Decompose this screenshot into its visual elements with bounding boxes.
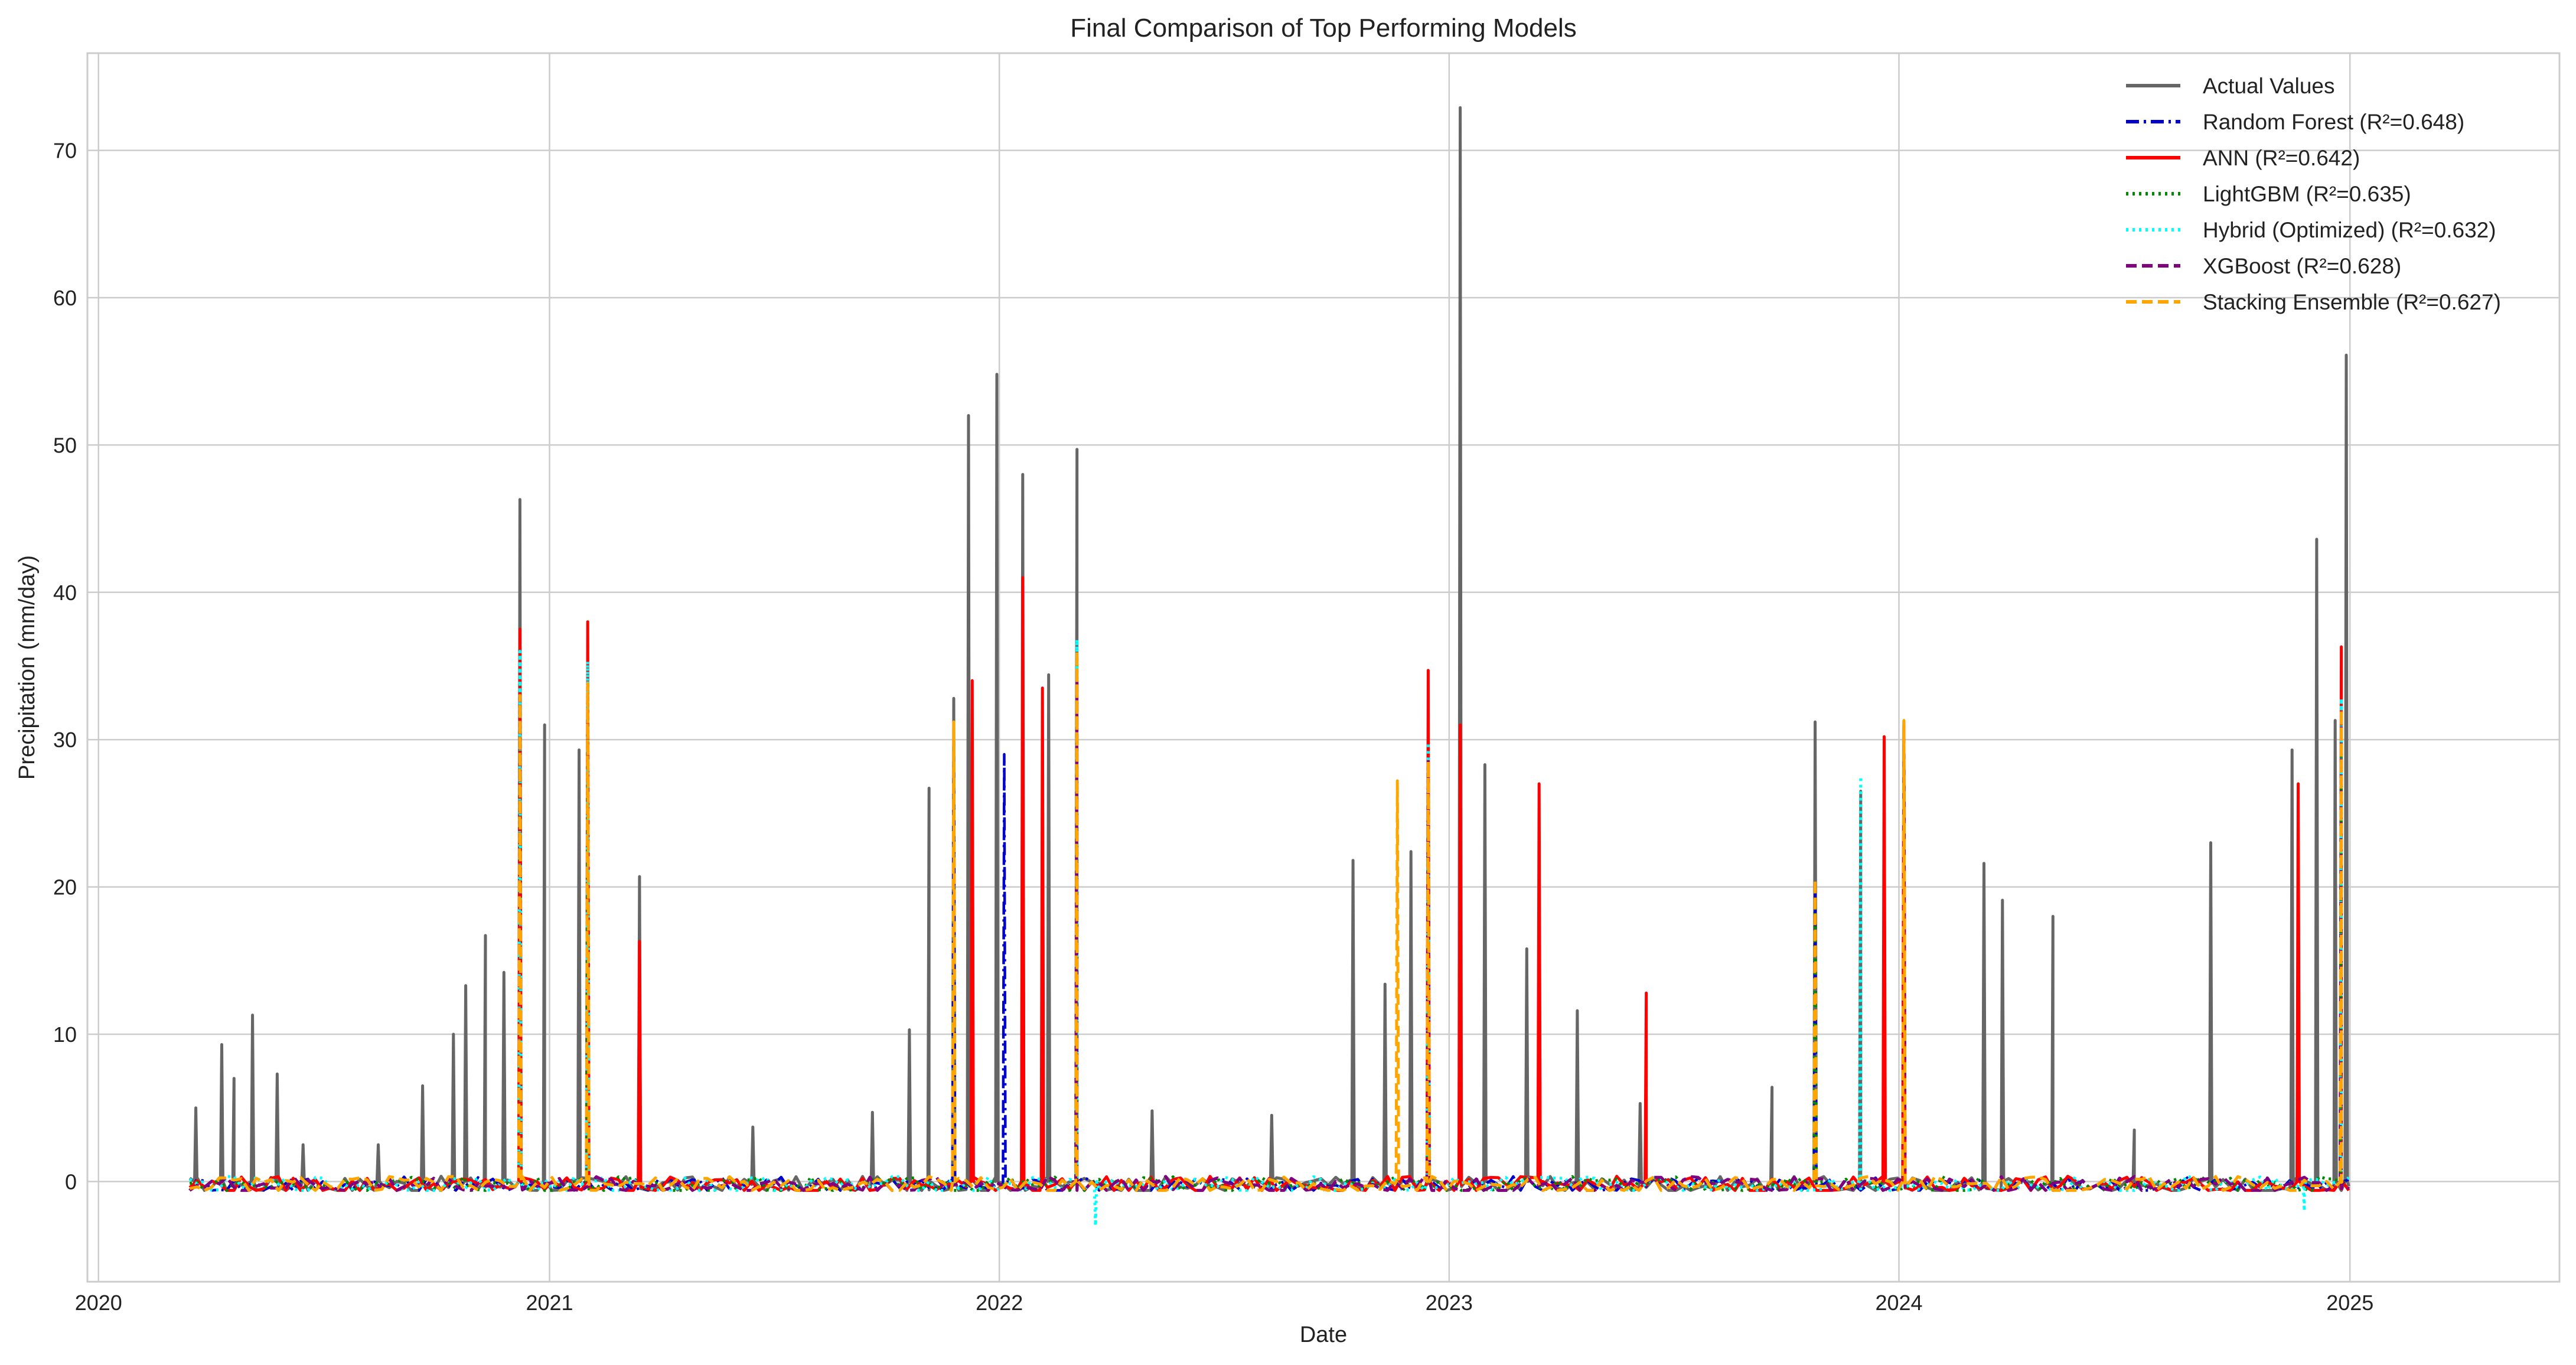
x-tick-label: 2024 (1875, 1291, 1922, 1315)
legend-label: Hybrid (Optimized) (R²=0.632) (2203, 218, 2496, 242)
legend-label: Actual Values (2203, 74, 2335, 98)
y-tick-label: 0 (65, 1169, 77, 1194)
grid (87, 53, 2559, 1282)
x-tick-label: 2023 (1426, 1291, 1473, 1315)
legend-label: ANN (R²=0.642) (2203, 146, 2360, 170)
x-tick-label: 2021 (526, 1291, 573, 1315)
y-axis-ticks: 0 10 20 30 40 50 60 70 (53, 139, 77, 1194)
legend-label: Stacking Ensemble (R²=0.627) (2203, 290, 2501, 314)
y-tick-label: 50 (53, 433, 77, 457)
series-line-3 (189, 657, 2350, 1192)
legend-label: LightGBM (R²=0.635) (2203, 182, 2411, 206)
x-tick-label: 2020 (75, 1291, 122, 1315)
series-layer (188, 106, 2350, 1227)
series-line-6 (189, 650, 2349, 1192)
y-tick-label: 20 (53, 875, 77, 900)
y-axis-title: Precipitation (mm/day) (15, 555, 40, 780)
x-axis-title: Date (1300, 1322, 1347, 1347)
y-tick-label: 70 (53, 139, 77, 163)
y-tick-label: 30 (53, 728, 77, 752)
y-tick-label: 40 (53, 581, 77, 605)
y-tick-label: 60 (53, 286, 77, 310)
x-tick-label: 2022 (976, 1291, 1023, 1315)
chart-title: Final Comparison of Top Performing Model… (1070, 14, 1577, 43)
y-tick-label: 10 (53, 1022, 77, 1047)
x-tick-label: 2025 (2326, 1291, 2373, 1315)
legend-label: XGBoost (R²=0.628) (2203, 254, 2401, 278)
x-axis-ticks: 2020 2021 2022 2023 2024 2025 (75, 1291, 2374, 1315)
legend: Actual Values Random Forest (R²=0.648) ANN… (2126, 74, 2501, 314)
legend-label: Random Forest (R²=0.648) (2203, 110, 2464, 134)
series-line-4 (188, 638, 2350, 1227)
plot-area (86, 52, 2561, 1283)
